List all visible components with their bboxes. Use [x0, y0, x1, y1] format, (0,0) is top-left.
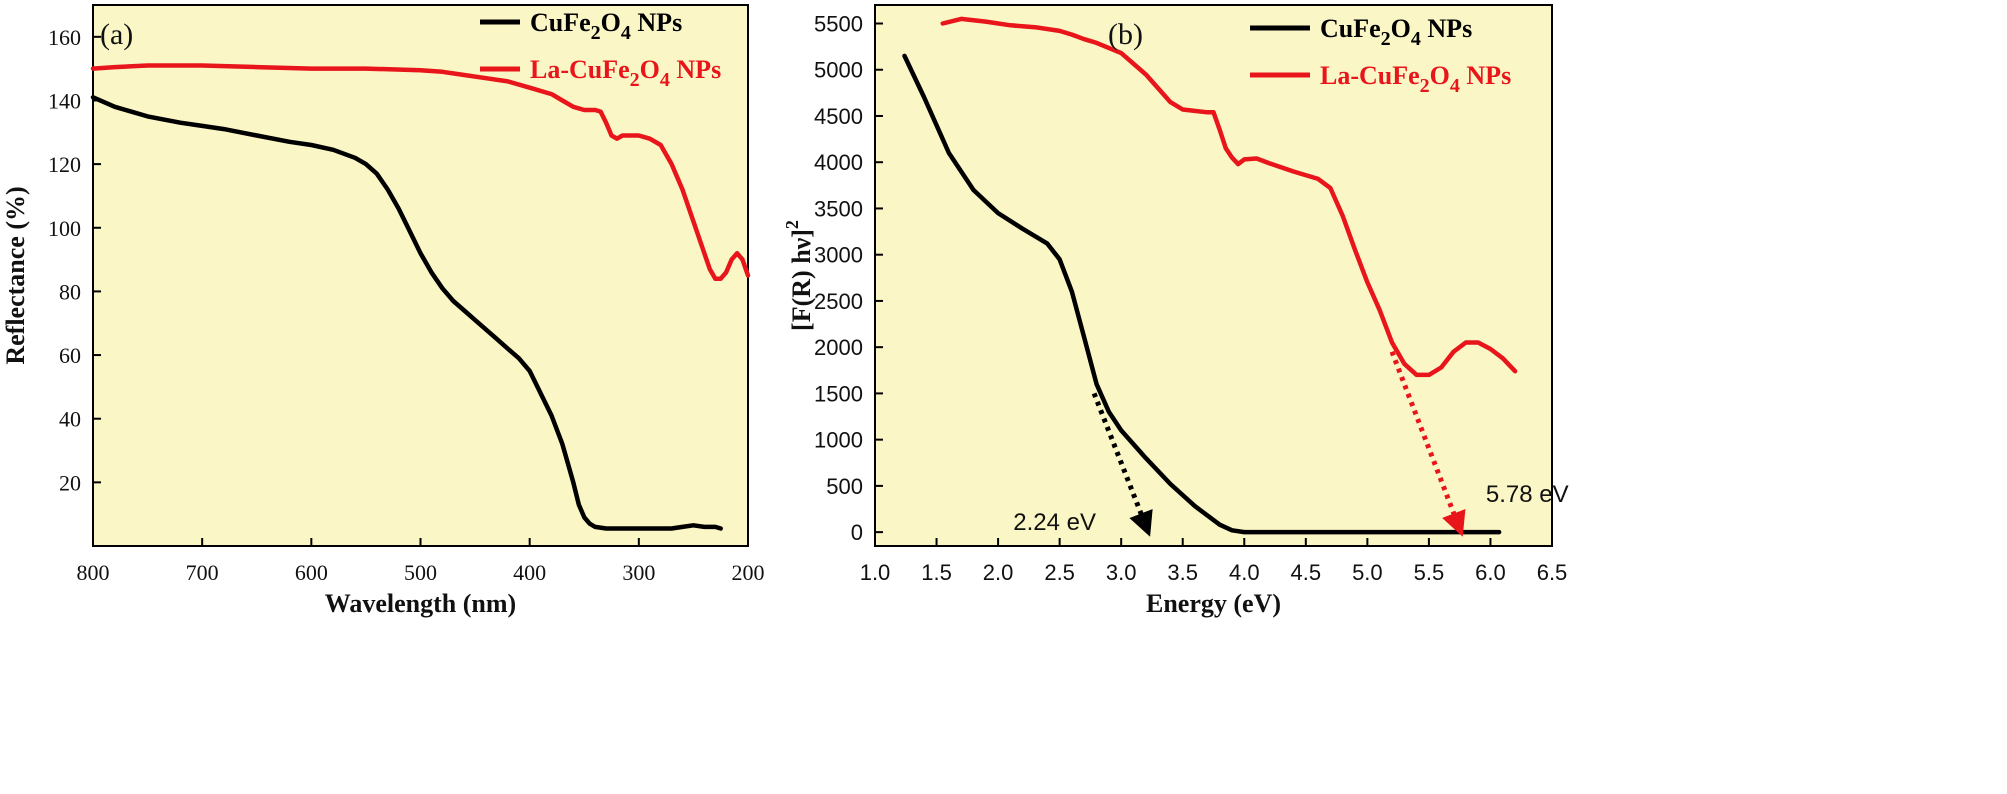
- panel-b-x-tick-label: 1.0: [860, 560, 891, 585]
- panel-a-x-tick-label: 300: [622, 560, 655, 585]
- panel-b-x-tick-label: 5.0: [1352, 560, 1383, 585]
- panel-a-y-tick-label: 60: [59, 343, 81, 368]
- legend-text-tail: NPs: [1421, 14, 1472, 43]
- panel-a-y-tick-label: 140: [48, 88, 81, 113]
- panel-b-y-tick-label: 4500: [814, 104, 863, 129]
- panel-a-x-axis-title: Wavelength (nm): [325, 589, 516, 618]
- panel-b-x-tick-label: 2.0: [983, 560, 1014, 585]
- panel-b-y-axis-title-main: [F(R) hν]: [787, 229, 816, 331]
- legend-text-mid: O: [1391, 14, 1411, 43]
- panel-b-y-tick-label: 5000: [814, 58, 863, 83]
- panel-b-series-cufe2o4-line: [902, 53, 1502, 535]
- panel-b-x-axis-title: Energy (eV): [1146, 589, 1281, 618]
- panel-a-series-cufe2o4-line: [90, 95, 723, 531]
- legend-text-sub1: 2: [1381, 28, 1391, 50]
- panel-a-plot-area: [92, 4, 749, 547]
- panel-b-y-tick-label: 1000: [814, 428, 863, 453]
- panel-a-x-tick-label: 700: [186, 560, 219, 585]
- panel-a-x-tick-label: 800: [77, 560, 110, 585]
- panel-b-chart: 1.0 1.5 2.0 2.5 3.0 3.5 4.0 4.5 5.0 5.5 6.0 6.5 0 500…: [782, 4, 1569, 618]
- panel-b-x-tick-label: 4.5: [1291, 560, 1322, 585]
- legend-text-base: CuFe: [1320, 14, 1381, 43]
- panel-a-x-tick-label: 400: [513, 560, 546, 585]
- legend-text-sub1: 2: [1420, 75, 1430, 97]
- legend-text-sub1: 2: [630, 69, 640, 91]
- panel-b-y-tick-label: 2000: [814, 335, 863, 360]
- panel-b-x-tick-label: 3.5: [1167, 560, 1198, 585]
- legend-text-tail: NPs: [631, 8, 682, 37]
- panel-a-legend-label-cufe2o4: CuFe2O4 NPs: [530, 8, 682, 44]
- legend-text-base: CuFe: [530, 8, 591, 37]
- panel-b-series-la-cufe2o4-line: [940, 16, 1518, 378]
- legend-text-sub1: 2: [591, 22, 601, 44]
- panel-b-annotations: 2.24 eV 5.78 eV: [1013, 350, 1569, 537]
- legend-text-mid: O: [640, 55, 660, 84]
- legend-text-sub2: 4: [660, 69, 670, 91]
- panel-a-label: (a): [100, 18, 133, 51]
- legend-text-tail: NPs: [1460, 61, 1511, 90]
- legend-text-tail: NPs: [670, 55, 721, 84]
- panel-b-legend-label-cufe2o4: CuFe2O4 NPs: [1320, 14, 1472, 50]
- panel-b-y-tick-label: 4000: [814, 150, 863, 175]
- panel-b-ticks: 1.0 1.5 2.0 2.5 3.0 3.5 4.0 4.5 5.0 5.5 6.0 6.5 0 500…: [814, 11, 1567, 585]
- panel-b-y-tick-label: 1500: [814, 381, 863, 406]
- panel-a-y-tick-label: 100: [48, 216, 81, 241]
- panel-b-x-tick-label: 6.5: [1537, 560, 1568, 585]
- panel-a-y-tick-label: 40: [59, 407, 81, 432]
- legend-text-base: La-CuFe: [530, 55, 630, 84]
- panel-b-bandgap-label-1: 5.78 eV: [1486, 481, 1569, 508]
- panel-b-x-tick-label: 6.0: [1475, 560, 1506, 585]
- panel-b-y-tick-label: 500: [826, 474, 863, 499]
- legend-text-sub2: 4: [1411, 28, 1421, 50]
- panel-a-legend-label-la-cufe2o4: La-CuFe2O4 NPs: [530, 55, 721, 91]
- panel-b-x-tick-label: 5.5: [1414, 560, 1445, 585]
- panel-a-y-tick-label: 160: [48, 25, 81, 50]
- legend-text-mid: O: [601, 8, 621, 37]
- panel-b-y-tick-label: 3000: [814, 243, 863, 268]
- panel-b-y-axis-title: [F(R) hν]2: [782, 220, 816, 331]
- panel-b-x-tick-label: 1.5: [921, 560, 952, 585]
- panel-b-y-axis-title-sup: 2: [782, 220, 802, 229]
- legend-text-sub2: 4: [1450, 75, 1460, 97]
- panel-a-y-tick-label: 120: [48, 152, 81, 177]
- panel-b-label: (b): [1108, 18, 1143, 51]
- panel-a-x-tick-label: 600: [295, 560, 328, 585]
- panel-a-chart: 800 700 600 500 400 300 200 20 40 60 80 100 120 140 16…: [1, 4, 765, 618]
- panel-b-bandgap-label-0: 2.24 eV: [1013, 509, 1096, 536]
- panel-a-y-axis-title: Reflectance (%): [1, 186, 30, 364]
- panel-a-series-group: [90, 63, 751, 531]
- panel-b-plot-area: [874, 4, 1553, 547]
- panel-b-y-tick-label: 0: [851, 520, 863, 545]
- panel-a-y-tick-label: 20: [59, 470, 81, 495]
- panel-b-x-tick-label: 3.0: [1106, 560, 1137, 585]
- legend-text-mid: O: [1430, 61, 1450, 90]
- panel-b-y-tick-label: 3500: [814, 196, 863, 221]
- panel-b-y-tick-label: 5500: [814, 11, 863, 36]
- panel-a-y-tick-label: 80: [59, 279, 81, 304]
- panel-b-y-tick-label: 2500: [814, 289, 863, 314]
- panel-a-x-tick-label: 500: [404, 560, 437, 585]
- panel-b-series-group: [902, 16, 1518, 535]
- panel-a-series-la-cufe2o4-line: [90, 63, 751, 281]
- panel-a-ticks: 800 700 600 500 400 300 200 20 40 60 80 100 120 140 16…: [48, 25, 765, 585]
- panel-b-x-tick-label: 2.5: [1044, 560, 1075, 585]
- panel-a-x-tick-label: 200: [732, 560, 765, 585]
- legend-text-base: La-CuFe: [1320, 61, 1420, 90]
- panel-b-x-tick-label: 4.0: [1229, 560, 1260, 585]
- legend-text-sub2: 4: [621, 22, 631, 44]
- panel-b-legend-label-la-cufe2o4: La-CuFe2O4 NPs: [1320, 61, 1511, 97]
- panel-b-bandgap-arrow-0: [1091, 392, 1153, 537]
